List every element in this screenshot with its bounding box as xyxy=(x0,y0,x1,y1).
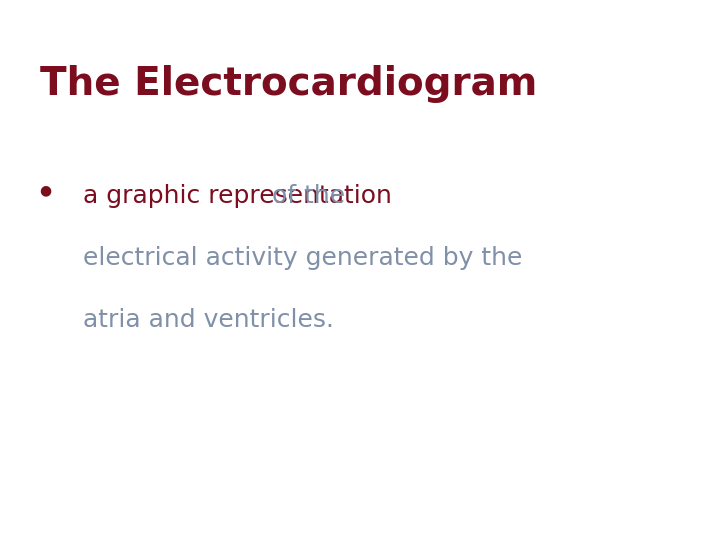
Text: a graphic representation: a graphic representation xyxy=(83,184,392,207)
Text: electrical activity generated by the: electrical activity generated by the xyxy=(83,246,522,269)
Text: ●: ● xyxy=(40,184,52,198)
Text: of the: of the xyxy=(264,184,346,207)
Text: atria and ventricles.: atria and ventricles. xyxy=(83,308,334,332)
Text: The Electrocardiogram: The Electrocardiogram xyxy=(40,65,537,103)
